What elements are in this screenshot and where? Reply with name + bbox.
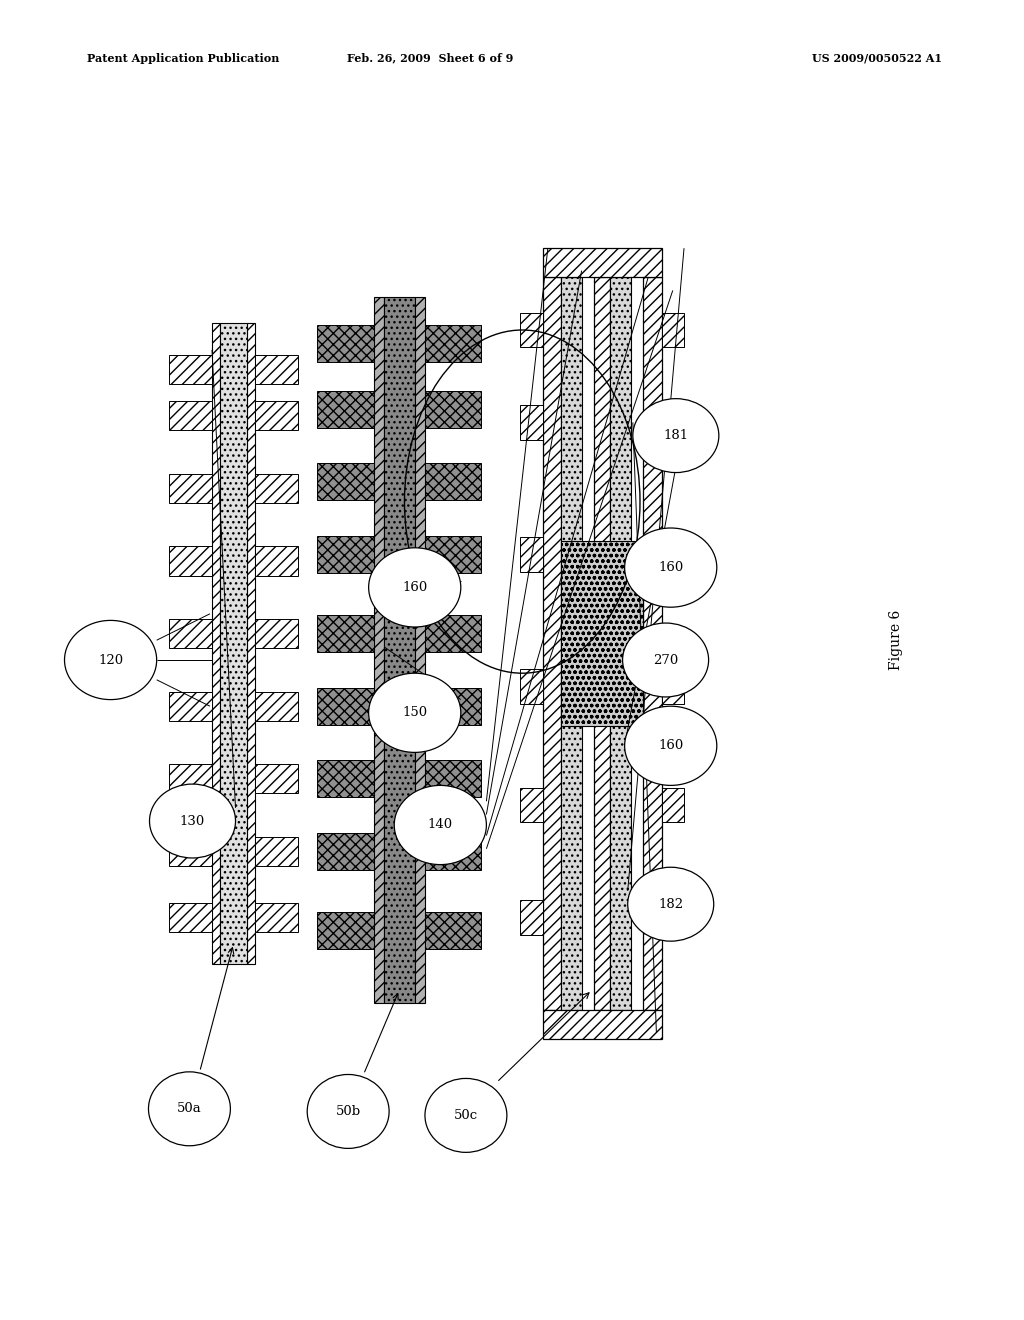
Bar — [425, 760, 481, 797]
Text: 160: 160 — [658, 739, 683, 752]
Bar — [317, 325, 374, 362]
Bar — [169, 692, 212, 721]
Text: 270: 270 — [653, 653, 678, 667]
Ellipse shape — [369, 548, 461, 627]
Ellipse shape — [307, 1074, 389, 1148]
Bar — [317, 615, 374, 652]
Bar — [255, 474, 298, 503]
Bar — [317, 912, 374, 949]
Ellipse shape — [625, 528, 717, 607]
Ellipse shape — [150, 784, 236, 858]
Bar — [317, 833, 374, 870]
Bar — [425, 833, 481, 870]
Text: 160: 160 — [402, 581, 427, 594]
Bar — [662, 405, 684, 440]
Bar — [255, 619, 298, 648]
Bar — [662, 900, 684, 935]
Ellipse shape — [65, 620, 157, 700]
Bar — [662, 537, 684, 572]
Bar — [247, 323, 255, 964]
Bar — [543, 277, 561, 1010]
Bar — [317, 760, 374, 797]
Bar — [317, 391, 374, 428]
Bar — [561, 541, 643, 726]
Text: 50c: 50c — [454, 1109, 478, 1122]
Bar — [169, 546, 212, 576]
Bar — [520, 313, 543, 347]
Ellipse shape — [623, 623, 709, 697]
Bar — [169, 474, 212, 503]
Bar — [520, 900, 543, 935]
Bar — [425, 615, 481, 652]
Ellipse shape — [148, 1072, 230, 1146]
Text: 150: 150 — [402, 706, 427, 719]
Text: Figure 6: Figure 6 — [889, 610, 903, 671]
Ellipse shape — [633, 399, 719, 473]
Bar — [425, 912, 481, 949]
Ellipse shape — [369, 673, 461, 752]
Bar — [255, 764, 298, 793]
Bar — [415, 297, 425, 1003]
Bar — [425, 463, 481, 500]
Bar — [520, 669, 543, 704]
Text: 130: 130 — [180, 814, 205, 828]
Bar — [220, 323, 247, 964]
Bar — [520, 788, 543, 822]
Bar — [255, 837, 298, 866]
Bar — [169, 837, 212, 866]
Bar — [317, 688, 374, 725]
Text: 181: 181 — [664, 429, 688, 442]
Text: Feb. 26, 2009  Sheet 6 of 9: Feb. 26, 2009 Sheet 6 of 9 — [347, 53, 513, 63]
Text: Patent Application Publication: Patent Application Publication — [87, 53, 280, 63]
Bar — [425, 688, 481, 725]
Bar — [594, 277, 610, 1010]
Ellipse shape — [425, 1078, 507, 1152]
Bar — [425, 391, 481, 428]
Bar — [212, 323, 220, 964]
Bar — [374, 297, 384, 1003]
Bar — [317, 463, 374, 500]
Bar — [610, 277, 631, 1010]
Bar — [169, 401, 212, 430]
Bar — [255, 401, 298, 430]
Bar — [255, 355, 298, 384]
Bar — [169, 355, 212, 384]
Bar — [317, 536, 374, 573]
Text: 50a: 50a — [177, 1102, 202, 1115]
Bar — [643, 277, 662, 1010]
Text: US 2009/0050522 A1: US 2009/0050522 A1 — [812, 53, 942, 63]
Ellipse shape — [625, 706, 717, 785]
Bar — [255, 903, 298, 932]
Bar — [662, 669, 684, 704]
Bar — [384, 297, 415, 1003]
Bar — [543, 248, 662, 277]
Text: 182: 182 — [658, 898, 683, 911]
Bar — [255, 692, 298, 721]
Text: 160: 160 — [658, 561, 683, 574]
Ellipse shape — [394, 785, 486, 865]
Bar — [169, 619, 212, 648]
Text: 140: 140 — [428, 818, 453, 832]
Bar — [520, 537, 543, 572]
Bar — [169, 764, 212, 793]
Bar — [543, 1010, 662, 1039]
Bar — [662, 788, 684, 822]
Bar — [169, 903, 212, 932]
Bar — [662, 313, 684, 347]
Bar — [425, 536, 481, 573]
Ellipse shape — [628, 867, 714, 941]
Text: 50b: 50b — [336, 1105, 360, 1118]
Bar — [425, 325, 481, 362]
Bar — [520, 405, 543, 440]
Bar — [561, 277, 582, 1010]
Text: 120: 120 — [98, 653, 123, 667]
Bar — [255, 546, 298, 576]
